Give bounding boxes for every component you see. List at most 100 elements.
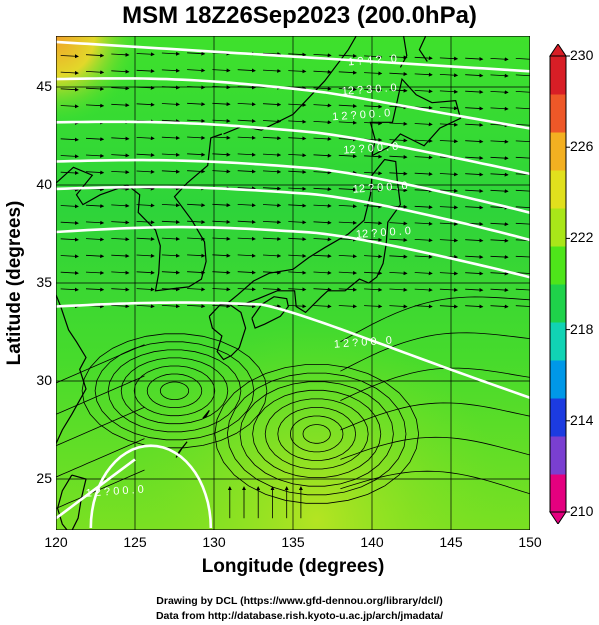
wind-arrow bbox=[60, 287, 79, 292]
wind-arrow bbox=[136, 220, 155, 225]
wind-arrow bbox=[212, 304, 231, 309]
wind-arrow bbox=[313, 153, 332, 158]
wind-arrow bbox=[111, 136, 130, 141]
wind-arrow bbox=[338, 304, 357, 309]
wind-arrow bbox=[414, 155, 433, 160]
wind-arrow bbox=[414, 254, 433, 259]
streamline-southeast bbox=[340, 332, 530, 372]
wind-arrow bbox=[212, 236, 231, 241]
wind-arrow bbox=[187, 287, 206, 292]
wind-arrow bbox=[187, 270, 206, 275]
height-contours bbox=[56, 40, 530, 529]
coastline-china-east bbox=[56, 294, 87, 444]
wind-arrow bbox=[187, 152, 206, 157]
wind-arrow bbox=[515, 255, 530, 260]
wind-arrow bbox=[313, 254, 332, 259]
streamline-gyre-east bbox=[264, 398, 369, 470]
wind-arrow bbox=[338, 187, 357, 192]
wind-arrow bbox=[515, 271, 530, 276]
wind-arrow bbox=[490, 172, 509, 177]
wind-arrow bbox=[161, 169, 180, 174]
wind-arrow bbox=[515, 123, 530, 128]
x-tick-label: 145 bbox=[439, 534, 463, 550]
wind-arrow bbox=[161, 68, 180, 73]
y-tick-label: 35 bbox=[36, 274, 52, 290]
height-contour bbox=[56, 120, 530, 176]
wind-arrow bbox=[414, 287, 433, 292]
wind-arrow bbox=[85, 287, 105, 292]
wind-arrow bbox=[136, 85, 155, 90]
contour-label: 1 2 ? 0 0 . 0 bbox=[332, 107, 391, 123]
wind-arrow bbox=[338, 120, 357, 125]
wind-arrow bbox=[338, 270, 357, 275]
wind-arrow bbox=[364, 204, 383, 209]
wind-arrow bbox=[313, 304, 332, 309]
streamline-gyre-east bbox=[277, 407, 356, 461]
wind-arrow bbox=[465, 90, 484, 95]
coastline-amami bbox=[202, 410, 210, 419]
wind-arrow bbox=[465, 304, 484, 309]
height-contour bbox=[56, 458, 136, 520]
wind-arrow bbox=[212, 85, 231, 90]
wind-arrow bbox=[136, 287, 155, 292]
wind-arrow bbox=[414, 72, 433, 77]
wind-arrow bbox=[364, 104, 383, 109]
colorbar-tick-label: 210 bbox=[570, 503, 594, 519]
wind-arrow bbox=[136, 253, 155, 258]
wind-arrow bbox=[262, 119, 282, 124]
wind-arrow bbox=[414, 221, 433, 226]
wind-arrow bbox=[161, 135, 180, 140]
contour-label: 12 ? 0 0 . 0 bbox=[343, 141, 399, 157]
wind-arrow bbox=[414, 205, 433, 210]
lat-lon-grid bbox=[56, 36, 530, 530]
wind-arrow bbox=[262, 152, 282, 157]
streamline-southeast bbox=[340, 367, 530, 401]
wind-arrow bbox=[237, 152, 256, 157]
height-contour bbox=[56, 77, 530, 130]
wind-arrow bbox=[262, 102, 282, 107]
wind-arrow bbox=[111, 69, 130, 74]
wind-arrow bbox=[515, 222, 530, 227]
wind-arrow bbox=[262, 186, 282, 191]
wind-arrow bbox=[237, 85, 256, 90]
wind-arrow bbox=[338, 154, 357, 159]
wind-arrow bbox=[136, 52, 155, 57]
wind-arrow bbox=[389, 304, 408, 309]
colorbar-tick-label: 214 bbox=[570, 411, 594, 428]
colorbar-segment bbox=[550, 436, 566, 475]
height-contour bbox=[56, 158, 530, 214]
wind-arrow bbox=[237, 287, 256, 292]
streamline-west bbox=[56, 469, 145, 509]
wind-arrow bbox=[136, 136, 155, 141]
wind-arrow bbox=[60, 271, 79, 276]
wind-arrow bbox=[288, 69, 307, 74]
wind-arrow bbox=[187, 135, 206, 140]
colorbar-segment bbox=[550, 94, 566, 133]
colorbar-tick-label: 218 bbox=[570, 320, 594, 337]
wind-arrow bbox=[414, 304, 433, 309]
wind-arrow bbox=[465, 73, 484, 78]
wind-arrow bbox=[439, 287, 459, 292]
colorbar-tick-label: 230 bbox=[570, 47, 594, 63]
wind-arrow bbox=[439, 56, 459, 61]
wind-arrow bbox=[60, 104, 79, 109]
wind-arrow bbox=[136, 153, 155, 158]
credit-line-2: Data from http://database.rish.kyoto-u.a… bbox=[155, 610, 444, 622]
wind-arrow bbox=[313, 69, 332, 74]
wind-arrow bbox=[389, 155, 408, 160]
wind-arrow bbox=[85, 220, 105, 225]
wind-arrow bbox=[237, 203, 256, 208]
wind-arrow bbox=[490, 73, 509, 78]
wind-arrow bbox=[515, 156, 530, 161]
contour-labels: 1 ? 4 ? . 0 12 ? 3 0 . 0 1 2 ? 0 0 . 0 12 ?… bbox=[85, 53, 411, 500]
wind-arrow bbox=[465, 57, 484, 62]
wind-arrow bbox=[439, 73, 459, 78]
wind-arrow bbox=[212, 169, 231, 174]
x-tick-label: 125 bbox=[123, 534, 147, 550]
wind-arrow bbox=[338, 204, 357, 209]
x-tick-label: 150 bbox=[518, 534, 542, 550]
wind-arrow bbox=[414, 56, 433, 61]
streamline-gyre-west bbox=[94, 341, 255, 441]
wind-arrow bbox=[465, 288, 484, 293]
wind-arrow bbox=[288, 52, 307, 57]
